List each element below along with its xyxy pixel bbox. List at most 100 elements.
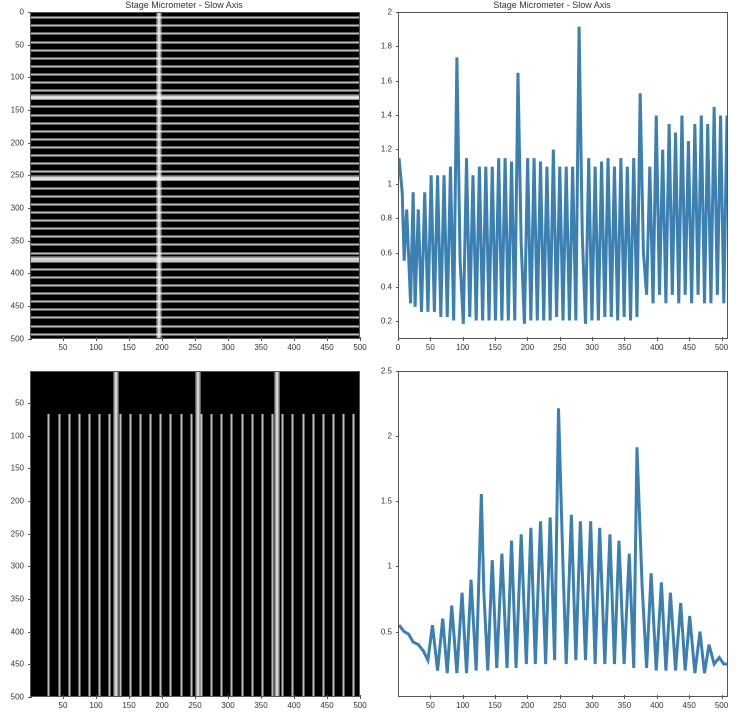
y-tick-label: 1.5 — [381, 497, 392, 506]
micrometer-ruling — [291, 414, 294, 696]
y-tick-label: 150 — [11, 105, 24, 114]
y-tick-label: 1 — [388, 179, 392, 188]
micrometer-ruling — [31, 268, 359, 271]
micrometer-ruling — [251, 414, 254, 696]
micrometer-ruling — [31, 325, 359, 328]
y-tick-label: 300 — [11, 203, 24, 212]
micrometer-ruling — [149, 414, 152, 696]
x-tick-label: 250 — [188, 701, 201, 710]
y-tick-label: 500 — [11, 693, 24, 702]
micrometer-cross-ruling — [156, 13, 162, 338]
micrometer-ruling — [139, 414, 142, 696]
micrometer-ruling — [281, 414, 284, 696]
micrometer-ruling — [31, 292, 359, 295]
micrometer-image-vertical — [30, 371, 360, 698]
micrometer-ruling — [332, 414, 335, 696]
x-tick-label: 250 — [553, 343, 566, 352]
x-tick-label: 100 — [89, 343, 102, 352]
x-tick-label: 450 — [320, 701, 333, 710]
panel-bottom-right-profile: 0.511.522.5 5010015020025030035040045050… — [368, 359, 736, 717]
line-chart-bottom — [398, 371, 728, 698]
micrometer-ruling — [31, 235, 359, 238]
y-tick-label: 400 — [11, 269, 24, 278]
y-tick-label: 100 — [11, 73, 24, 82]
micrometer-ruling — [31, 89, 359, 92]
micrometer-ruling — [58, 414, 61, 696]
chart-title: Stage Micrometer - Slow Axis — [0, 0, 368, 10]
micrometer-ruling — [210, 414, 213, 696]
micrometer-ruling — [220, 414, 223, 696]
x-tick-label: 50 — [426, 343, 435, 352]
y-tick-label: 0 — [20, 8, 24, 17]
micrometer-ruling — [31, 243, 359, 246]
micrometer-major-ruling — [113, 372, 119, 697]
micrometer-ruling — [31, 162, 359, 165]
micrometer-ruling — [31, 308, 359, 311]
micrometer-ruling — [31, 252, 359, 255]
y-tick-label: 2 — [388, 8, 392, 17]
y-tick-label: 0.4 — [381, 282, 392, 291]
x-tick-label: 400 — [287, 701, 300, 710]
micrometer-ruling — [31, 49, 359, 52]
y-axis-ticks: 50100150200250300350400450500 — [0, 371, 28, 698]
micrometer-ruling — [169, 414, 172, 696]
y-tick-label: 450 — [11, 301, 24, 310]
y-tick-label: 200 — [11, 138, 24, 147]
x-tick-label: 200 — [155, 701, 168, 710]
micrometer-ruling — [31, 146, 359, 149]
x-tick-label: 250 — [553, 701, 566, 710]
micrometer-major-ruling — [195, 372, 201, 697]
micrometer-ruling — [190, 414, 193, 696]
x-tick-label: 200 — [521, 343, 534, 352]
panel-bottom-left-micrometer: 50100150200250300350400450500 5010015020… — [0, 359, 368, 717]
x-tick-label: 50 — [59, 701, 68, 710]
y-axis-ticks: 0.511.522.5 — [368, 371, 396, 698]
y-tick-label: 2 — [388, 431, 392, 440]
x-tick-label: 500 — [715, 343, 728, 352]
micrometer-ruling — [31, 73, 359, 76]
micrometer-major-ruling — [274, 372, 280, 697]
x-axis-ticks: 50100150200250300350400450500 — [30, 341, 360, 359]
intensity-profile-line — [399, 408, 727, 673]
y-tick-label: 2.5 — [381, 366, 392, 375]
micrometer-ruling — [31, 284, 359, 287]
x-tick-label: 50 — [426, 701, 435, 710]
micrometer-ruling — [31, 16, 359, 19]
micrometer-ruling — [302, 414, 305, 696]
y-axis-ticks: 0.20.40.60.811.21.41.61.82 — [368, 12, 396, 339]
x-tick-label: 300 — [221, 343, 234, 352]
x-tick-label: 450 — [682, 343, 695, 352]
x-tick-label: 0 — [396, 343, 400, 352]
x-tick-label: 200 — [155, 343, 168, 352]
x-tick-label: 100 — [456, 701, 469, 710]
micrometer-ruling — [31, 57, 359, 60]
y-tick-label: 100 — [11, 431, 24, 440]
micrometer-ruling — [88, 414, 91, 696]
x-tick-label: 100 — [89, 701, 102, 710]
x-tick-label: 450 — [682, 701, 695, 710]
y-tick-label: 50 — [15, 40, 24, 49]
micrometer-ruling — [241, 414, 244, 696]
panel-top-left-micrometer: Stage Micrometer - Slow Axis 05010015020… — [0, 0, 368, 359]
y-tick-label: 1 — [388, 562, 392, 571]
y-tick-label: 1.6 — [381, 76, 392, 85]
x-tick-label: 350 — [618, 701, 631, 710]
micrometer-ruling — [31, 81, 359, 84]
y-tick-label: 300 — [11, 562, 24, 571]
y-tick-label: 0.2 — [381, 317, 392, 326]
micrometer-ruling — [31, 65, 359, 68]
micrometer-ruling — [78, 414, 81, 696]
micrometer-ruling — [31, 105, 359, 108]
intensity-profile-line — [399, 27, 727, 324]
micrometer-ruling — [31, 300, 359, 303]
x-tick-label: 400 — [287, 343, 300, 352]
micrometer-ruling — [31, 114, 359, 117]
micrometer-major-ruling — [31, 256, 359, 262]
micrometer-ruling — [31, 316, 359, 319]
micrometer-ruling — [108, 414, 111, 696]
micrometer-ruling — [31, 227, 359, 230]
micrometer-ruling — [31, 333, 359, 336]
x-tick-label: 500 — [353, 701, 366, 710]
micrometer-ruling — [31, 130, 359, 133]
x-tick-label: 400 — [650, 701, 663, 710]
